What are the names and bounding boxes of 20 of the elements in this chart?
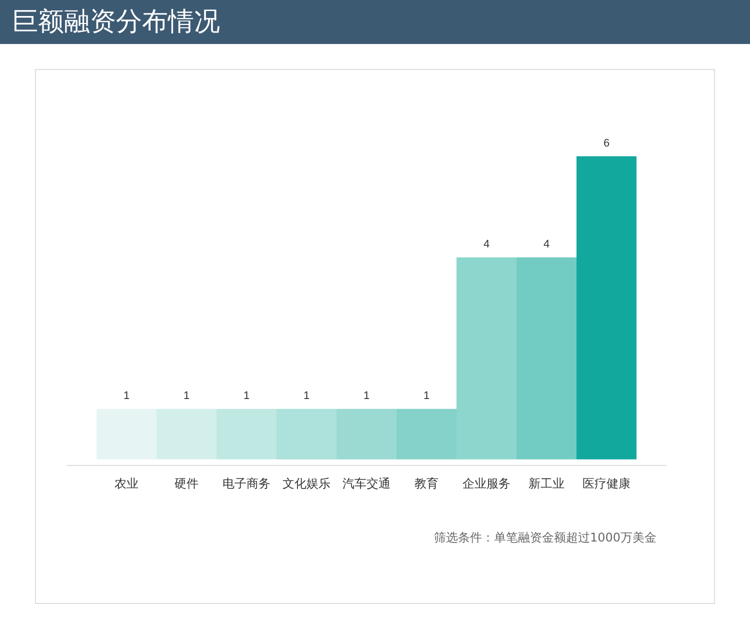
x-tick-label: 企业服务: [462, 476, 510, 490]
data-label: 1: [363, 390, 370, 402]
data-label: 1: [243, 390, 250, 402]
x-tick-label: 硬件: [174, 476, 198, 490]
x-tick-label: 文化娱乐: [282, 476, 330, 490]
data-label: 4: [543, 238, 550, 250]
x-tick-label: 电子商务: [222, 476, 270, 490]
x-tick-label: 新工业: [528, 476, 564, 490]
data-label: 1: [303, 390, 310, 402]
data-label: 1: [423, 390, 430, 402]
x-tick-label: 汽车交通: [342, 476, 390, 490]
data-label: 4: [483, 238, 490, 250]
x-tick-label: 农业: [114, 476, 138, 490]
text: 筛选条件：单笔融资金额超过1000万美金: [434, 530, 657, 544]
x-tick-label: 医疗健康: [582, 476, 630, 490]
data-label: 6: [603, 137, 610, 150]
chart-title: 巨额融资分布情况: [12, 6, 220, 39]
x-tick-label: 教育: [414, 476, 438, 490]
data-label: 1: [183, 390, 190, 402]
data-label: 1: [123, 390, 130, 402]
